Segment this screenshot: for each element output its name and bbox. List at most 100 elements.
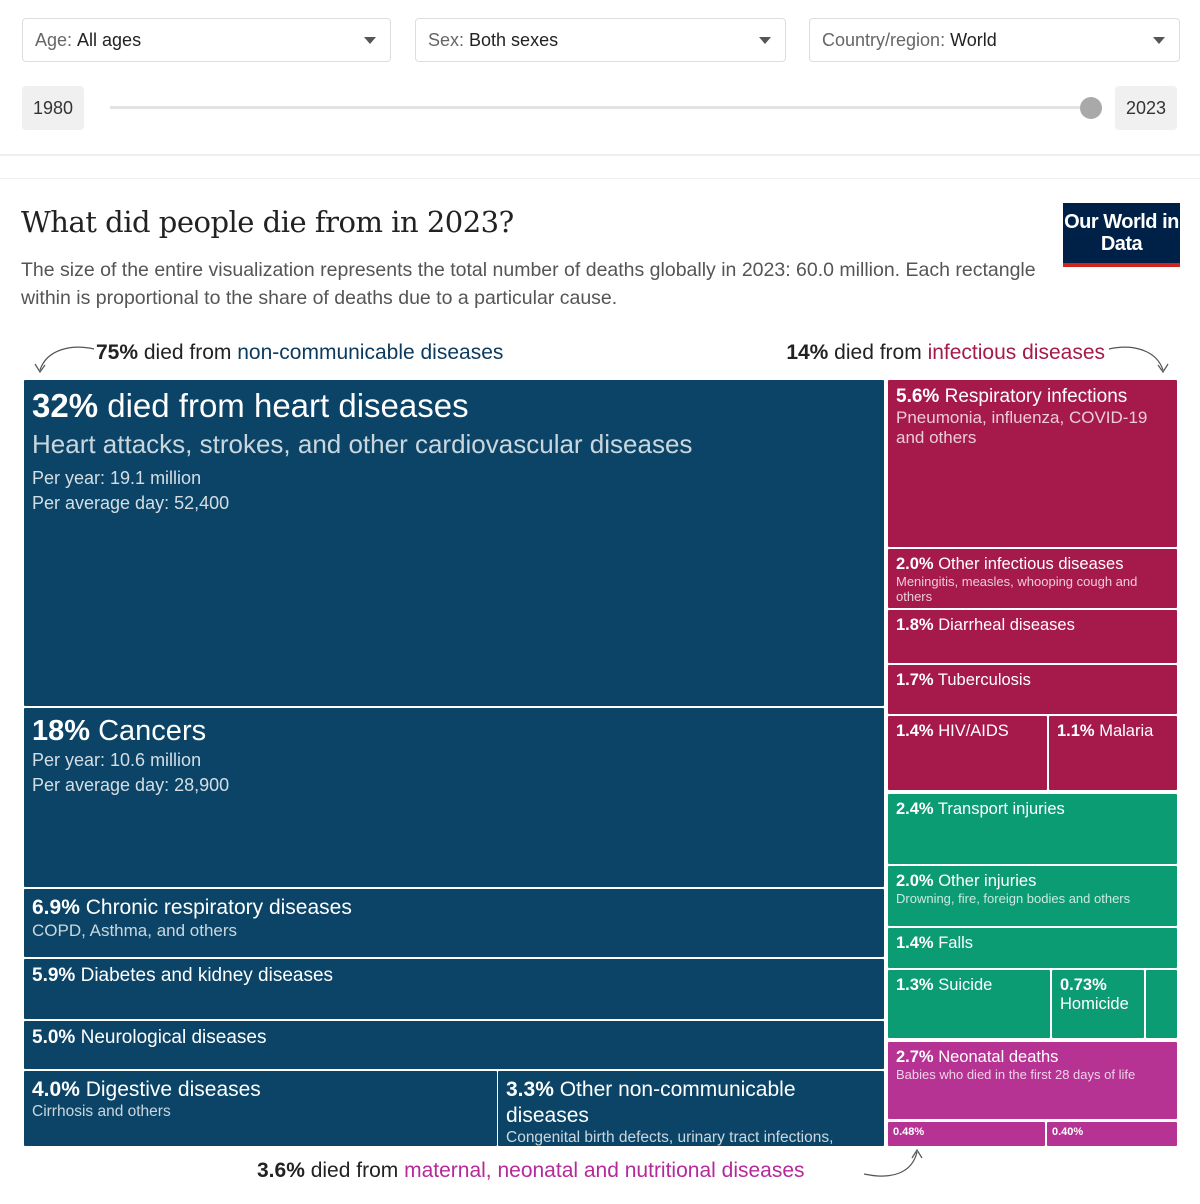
tile-pct: 1.7% [896, 671, 934, 689]
treemap-tile[interactable]: 18% Cancers Per year: 10.6 million Per ave… [24, 708, 884, 887]
inf-group-link[interactable]: infectious diseases [927, 341, 1105, 364]
tile-pct: 1.3% [896, 976, 934, 994]
treemap-tile[interactable]: 1.3% Suicide [888, 970, 1050, 1038]
year-start-button[interactable]: 1980 [22, 86, 85, 130]
treemap-tile[interactable]: 32% died from heart diseases Heart attack… [24, 380, 884, 706]
tile-label: Homicide [1060, 995, 1129, 1013]
tile-label: Other infectious diseases [938, 555, 1124, 573]
tile-pct: 0.73% [1060, 976, 1107, 994]
treemap-tile[interactable]: 1.1% Malaria [1049, 716, 1177, 790]
chart-title: What did people die from in 2023? [21, 205, 514, 239]
mat-group-link[interactable]: maternal, neonatal and nutritional disea… [404, 1159, 805, 1182]
tile-label: Chronic respiratory diseases [85, 896, 352, 919]
tile-subtitle: Meningitis, measles, whooping cough and … [896, 574, 1138, 604]
treemap-tile[interactable]: 1.4% HIV/AIDS [888, 716, 1047, 790]
tile-pct: 4.0% [32, 1078, 80, 1101]
tile-pct: 6.9% [32, 896, 80, 919]
arrow-ncd-icon [34, 346, 95, 374]
tile-stat: Per average day: 52,400 [32, 493, 230, 513]
tile-title: 1.8% Diarrheal diseases [896, 616, 1169, 635]
tile-title: 2.4% Transport injuries [896, 800, 1169, 819]
annotation-ncd: 75% died from non-communicable diseases [96, 341, 503, 365]
annotation-infectious: 14% died from infectious diseases [786, 341, 1105, 365]
annotation-maternal: 3.6% died from maternal, neonatal and nu… [257, 1159, 805, 1183]
tile-title: 4.0% Digestive diseases [32, 1077, 489, 1103]
tile-title: 2.0% Other injuries [896, 872, 1169, 891]
treemap-tile[interactable] [1146, 970, 1177, 1038]
tile-subtitle: Babies who died in the first 28 days of … [896, 1067, 1136, 1082]
treemap-tile[interactable]: 2.4% Transport injuries [888, 794, 1177, 864]
tile-label: Diabetes and kidney diseases [80, 965, 334, 986]
treemap-tile[interactable]: 0.48% [888, 1122, 1045, 1146]
tile-pct: 32% [32, 387, 99, 424]
ncd-pct: 75% [96, 341, 139, 364]
tile-pct: 1.4% [896, 934, 934, 952]
tile-subtitle: Congenital birth defects, urinary tract … [506, 1129, 834, 1146]
arrow-maternal-icon [863, 1148, 923, 1177]
treemap-tile[interactable]: 5.9% Diabetes and kidney diseases [24, 959, 884, 1019]
tile-subtitle: Drowning, fire, foreign bodies and other… [896, 891, 1131, 906]
country-value: World [950, 29, 997, 50]
treemap-tile[interactable]: 1.7% Tuberculosis [888, 665, 1177, 714]
tile-label: Digestive diseases [85, 1078, 261, 1101]
treemap-tile[interactable]: 6.9% Chronic respiratory diseases COPD, A… [24, 889, 884, 957]
tile-label: Malaria [1099, 722, 1154, 740]
year-slider-thumb[interactable] [1080, 97, 1102, 119]
tile-pct: 1.8% [896, 616, 934, 634]
treemap-tile[interactable]: 0.73% Homicide [1052, 970, 1144, 1038]
tile-label: Falls [938, 934, 974, 952]
sex-dropdown[interactable]: Sex: Both sexes [415, 18, 786, 62]
country-dropdown[interactable]: Country/region: World [809, 18, 1180, 62]
tile-label: HIV/AIDS [938, 722, 1009, 740]
age-value: All ages [77, 29, 142, 50]
divider [0, 178, 1200, 179]
tile-title: 0.73% Homicide [1060, 976, 1136, 1014]
treemap-tile[interactable]: 0.40% [1047, 1122, 1177, 1146]
tile-title: 0.48% [893, 1125, 1040, 1139]
tile-stat: Per average day: 28,900 [32, 775, 230, 795]
tile-subtitle: COPD, Asthma, and others [32, 921, 238, 940]
tile-title: 1.1% Malaria [1057, 722, 1169, 741]
tile-subtitle: Cirrhosis and others [32, 1103, 171, 1120]
sex-label: Sex: [428, 29, 465, 50]
chevron-down-icon [1153, 37, 1165, 44]
tile-title: 1.3% Suicide [896, 976, 1042, 995]
age-dropdown[interactable]: Age: All ages [22, 18, 391, 62]
year-slider-track[interactable] [110, 106, 1100, 109]
tile-pct: 18% [32, 715, 91, 747]
mat-mid: died from [304, 1159, 405, 1182]
treemap-tile[interactable]: 1.4% Falls [888, 928, 1177, 968]
tile-label: Other non-communicable diseases [506, 1078, 796, 1127]
tile-title: 1.7% Tuberculosis [896, 671, 1169, 690]
inf-mid: died from [828, 341, 928, 364]
owid-logo[interactable]: Our World in Data [1063, 203, 1180, 267]
tile-pct: 2.0% [896, 872, 934, 890]
treemap-tile[interactable]: 2.7% Neonatal deaths Babies who died in t… [888, 1042, 1177, 1119]
tile-label: Other injuries [938, 872, 1037, 890]
tile-pct: 1.4% [896, 722, 934, 740]
treemap-tile[interactable]: 5.6% Respiratory infections Pneumonia, in… [888, 380, 1177, 547]
tile-label: Diarrheal diseases [938, 616, 1075, 634]
treemap-tile[interactable]: 4.0% Digestive diseases Cirrhosis and oth… [24, 1071, 497, 1146]
tile-title: 18% Cancers [32, 714, 876, 748]
tile-label: Neurological diseases [80, 1027, 267, 1048]
treemap-tile[interactable]: 2.0% Other infectious diseases Meningitis… [888, 549, 1177, 608]
tile-title: 1.4% HIV/AIDS [896, 722, 1039, 741]
country-label: Country/region: [822, 29, 946, 50]
tile-label: Cancers [98, 715, 207, 747]
tile-pct: 2.7% [896, 1048, 934, 1066]
tile-title: 5.9% Diabetes and kidney diseases [32, 965, 876, 987]
tile-stat: Per year: 10.6 million [32, 750, 202, 770]
mat-pct: 3.6% [257, 1159, 305, 1182]
treemap-tile[interactable]: 1.8% Diarrheal diseases [888, 610, 1177, 663]
year-end-button[interactable]: 2023 [1115, 86, 1178, 130]
tile-pct: 3.3% [506, 1078, 554, 1101]
tile-label: died from heart diseases [107, 387, 469, 424]
tile-title: 2.7% Neonatal deaths [896, 1048, 1169, 1067]
treemap-tile[interactable]: 3.3% Other non-communicable diseases Cong… [498, 1071, 884, 1146]
tile-pct: 1.1% [1057, 722, 1095, 740]
treemap-tile[interactable]: 5.0% Neurological diseases [24, 1021, 884, 1069]
treemap-tile[interactable]: 2.0% Other injuries Drowning, fire, forei… [888, 866, 1177, 926]
ncd-group-link[interactable]: non-communicable diseases [237, 341, 504, 364]
tile-title: 32% died from heart diseases [32, 386, 876, 426]
